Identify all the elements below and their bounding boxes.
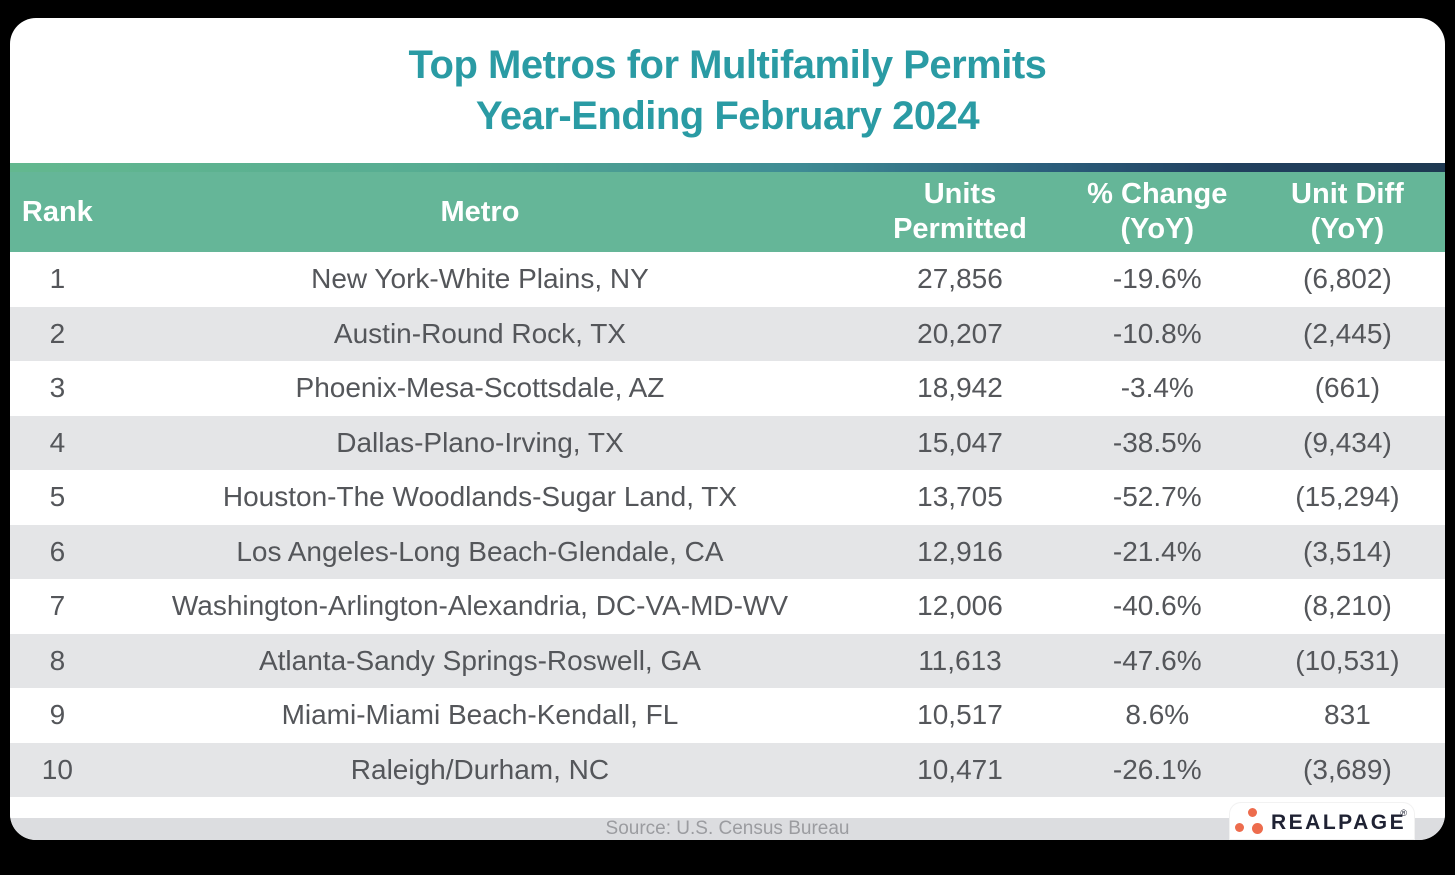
rank-cell: 9 <box>10 688 105 743</box>
rank-cell: 1 <box>10 252 105 307</box>
title-line-2: Year-Ending February 2024 <box>475 93 980 138</box>
header-line: (YoY) <box>1120 213 1195 245</box>
units-cell: 18,942 <box>855 361 1065 416</box>
unit-diff-cell: (15,294) <box>1249 470 1445 525</box>
source-band: Source: U.S. Census Bureau <box>10 818 1445 840</box>
source-text: Source: U.S. Census Bureau <box>605 818 850 839</box>
metro-cell: Austin-Round Rock, TX <box>104 306 856 361</box>
header-line: (YoY) <box>1310 213 1385 245</box>
title-line-1: Top Metros for Multifamily Permits <box>408 42 1047 87</box>
column-header-metro: Metro <box>104 172 856 252</box>
pct-change-cell: -38.5% <box>1064 415 1250 470</box>
units-cell: 12,006 <box>855 579 1065 634</box>
units-cell: 20,207 <box>855 306 1065 361</box>
pct-change-cell: -19.6% <box>1064 252 1250 307</box>
unit-diff-cell: 831 <box>1249 688 1445 743</box>
realpage-logo: REALPAGE ® <box>1229 802 1415 840</box>
registered-trademark-mark: ® <box>1400 808 1407 818</box>
pct-change-cell: -52.7% <box>1064 470 1250 525</box>
table-row: 1 New York-White Plains, NY 27,856 -19.6… <box>10 252 1445 307</box>
pct-change-cell: -10.8% <box>1064 306 1250 361</box>
pct-change-cell: -47.6% <box>1064 633 1250 688</box>
table-row: 7 Washington-Arlington-Alexandria, DC-VA… <box>10 579 1445 634</box>
table-row: 9 Miami-Miami Beach-Kendall, FL 10,517 8… <box>10 688 1445 743</box>
pct-change-cell: -26.1% <box>1064 742 1250 797</box>
units-cell: 27,856 <box>855 252 1065 307</box>
metro-cell: Los Angeles-Long Beach-Glendale, CA <box>104 524 856 579</box>
metro-cell: Houston-The Woodlands-Sugar Land, TX <box>104 470 856 525</box>
header-line: Units <box>923 178 997 210</box>
unit-diff-cell: (10,531) <box>1249 633 1445 688</box>
infographic-card: Top Metros for Multifamily Permits Year-… <box>10 18 1445 840</box>
bottom-white-gap <box>10 797 1445 818</box>
rank-cell: 3 <box>10 361 105 416</box>
header-line: Unit Diff <box>1291 178 1404 210</box>
pct-change-cell: -21.4% <box>1064 524 1250 579</box>
header-line: Permitted <box>893 213 1027 245</box>
logo-dot-icon <box>1235 823 1244 832</box>
permits-table: Rank Metro Units Permitted % Change (YoY… <box>10 172 1445 797</box>
rank-cell: 6 <box>10 524 105 579</box>
column-header-units-permitted: Units Permitted <box>855 172 1065 252</box>
header-gradient-strip <box>10 163 1445 172</box>
rank-cell: 8 <box>10 633 105 688</box>
column-header-unit-diff: Unit Diff (YoY) <box>1249 172 1445 252</box>
unit-diff-cell: (3,514) <box>1249 524 1445 579</box>
unit-diff-cell: (2,445) <box>1249 306 1445 361</box>
pct-change-cell: 8.6% <box>1064 688 1250 743</box>
header-line: % Change <box>1087 178 1228 210</box>
logo-dot-icon <box>1248 808 1257 817</box>
metro-cell: Dallas-Plano-Irving, TX <box>104 415 856 470</box>
table-row: 3 Phoenix-Mesa-Scottsdale, AZ 18,942 -3.… <box>10 361 1445 416</box>
rank-cell: 2 <box>10 306 105 361</box>
unit-diff-cell: (9,434) <box>1249 415 1445 470</box>
unit-diff-cell: (8,210) <box>1249 579 1445 634</box>
unit-diff-cell: (6,802) <box>1249 252 1445 307</box>
header-line: Rank <box>21 195 93 228</box>
metro-cell: Raleigh/Durham, NC <box>104 742 856 797</box>
header-line: Metro <box>440 195 520 228</box>
metro-cell: New York-White Plains, NY <box>104 252 856 307</box>
unit-diff-cell: (3,689) <box>1249 742 1445 797</box>
table-row: 5 Houston-The Woodlands-Sugar Land, TX 1… <box>10 470 1445 525</box>
table-row: 10 Raleigh/Durham, NC 10,471 -26.1% (3,6… <box>10 742 1445 797</box>
realpage-dots-icon <box>1235 802 1269 840</box>
page-title: Top Metros for Multifamily Permits Year-… <box>10 18 1445 163</box>
metro-cell: Phoenix-Mesa-Scottsdale, AZ <box>104 361 856 416</box>
pct-change-cell: -40.6% <box>1064 579 1250 634</box>
units-cell: 15,047 <box>855 415 1065 470</box>
units-cell: 11,613 <box>855 633 1065 688</box>
rank-cell: 7 <box>10 579 105 634</box>
metro-cell: Miami-Miami Beach-Kendall, FL <box>104 688 856 743</box>
rank-cell: 5 <box>10 470 105 525</box>
units-cell: 10,517 <box>855 688 1065 743</box>
table-row: 6 Los Angeles-Long Beach-Glendale, CA 12… <box>10 524 1445 579</box>
units-cell: 12,916 <box>855 524 1065 579</box>
rank-cell: 10 <box>10 742 105 797</box>
units-cell: 10,471 <box>855 742 1065 797</box>
metro-cell: Atlanta-Sandy Springs-Roswell, GA <box>104 633 856 688</box>
units-cell: 13,705 <box>855 470 1065 525</box>
metro-cell: Washington-Arlington-Alexandria, DC-VA-M… <box>104 579 856 634</box>
unit-diff-cell: (661) <box>1249 361 1445 416</box>
pct-change-cell: -3.4% <box>1064 361 1250 416</box>
table-header-row: Rank Metro Units Permitted % Change (YoY… <box>10 172 1445 252</box>
logo-dot-icon <box>1252 823 1263 834</box>
table-row: 8 Atlanta-Sandy Springs-Roswell, GA 11,6… <box>10 633 1445 688</box>
column-header-rank: Rank <box>10 172 105 252</box>
realpage-logo-text: REALPAGE <box>1271 811 1407 834</box>
table-row: 4 Dallas-Plano-Irving, TX 15,047 -38.5% … <box>10 415 1445 470</box>
column-header-pct-change: % Change (YoY) <box>1064 172 1250 252</box>
rank-cell: 4 <box>10 415 105 470</box>
table-row: 2 Austin-Round Rock, TX 20,207 -10.8% (2… <box>10 306 1445 361</box>
